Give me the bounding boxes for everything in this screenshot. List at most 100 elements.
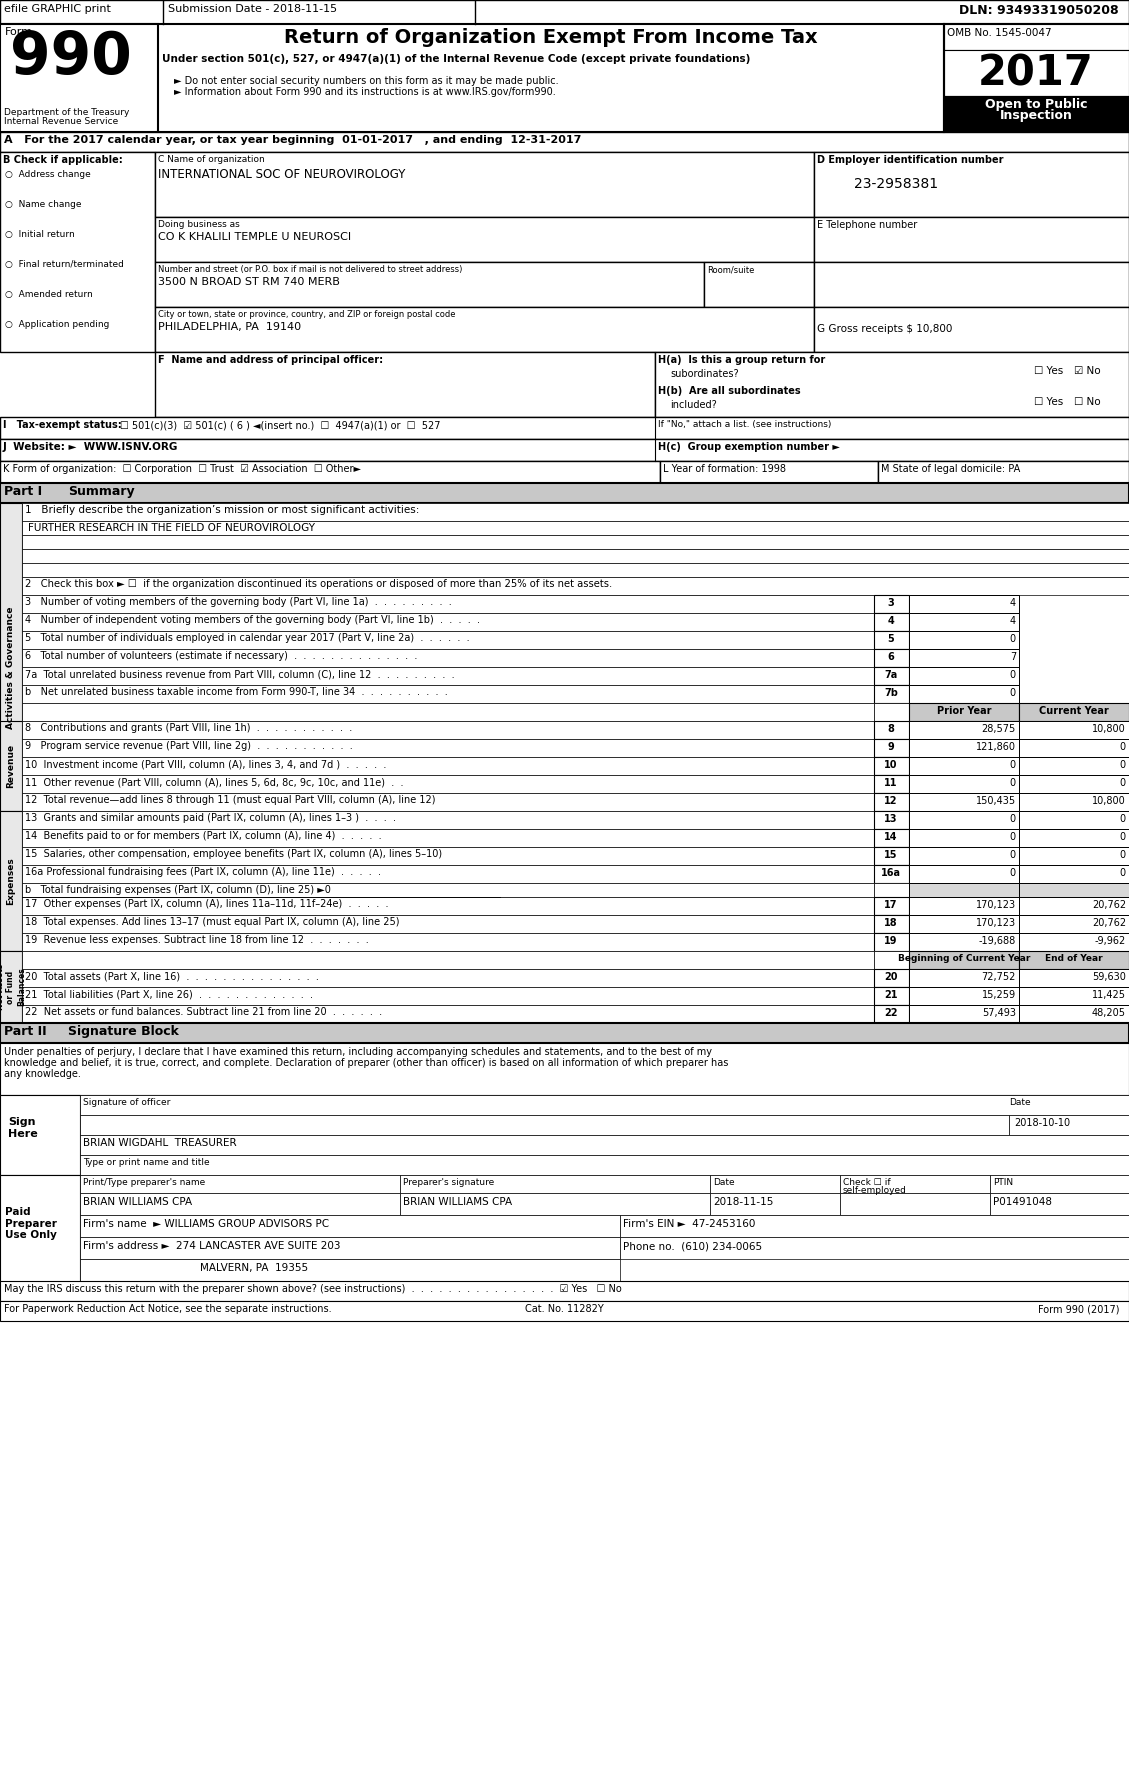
Bar — [874, 650, 909, 668]
Bar — [909, 739, 1019, 757]
Text: ○  Name change: ○ Name change — [5, 200, 81, 209]
Bar — [874, 775, 909, 793]
Bar — [909, 793, 1019, 810]
Text: 7a: 7a — [884, 669, 898, 680]
Bar — [21, 848, 874, 866]
Text: Cat. No. 11282Y: Cat. No. 11282Y — [525, 1305, 603, 1314]
Text: ☐ No: ☐ No — [1074, 396, 1101, 407]
Bar — [909, 898, 1019, 916]
Bar — [874, 898, 909, 916]
Bar — [0, 132, 1129, 152]
Text: 57,493: 57,493 — [982, 1009, 1016, 1017]
Bar — [21, 503, 1129, 521]
Text: Part II: Part II — [5, 1025, 46, 1039]
Text: OMB No. 1545-0047: OMB No. 1545-0047 — [947, 29, 1051, 37]
Text: 0: 0 — [1009, 868, 1016, 878]
Text: 11,425: 11,425 — [1092, 991, 1126, 1000]
Text: Room/suite: Room/suite — [707, 264, 754, 275]
Text: 5   Total number of individuals employed in calendar year 2017 (Part V, line 2a): 5 Total number of individuals employed i… — [25, 634, 470, 643]
Bar — [1019, 775, 1129, 793]
Text: End of Year: End of Year — [1045, 953, 1103, 962]
Bar — [909, 866, 1019, 884]
Text: 20,762: 20,762 — [1092, 900, 1126, 910]
Bar — [909, 757, 1019, 775]
Text: C Name of organization: C Name of organization — [158, 155, 264, 164]
Text: 13  Grants and similar amounts paid (Part IX, column (A), lines 1–3 )  .  .  .  : 13 Grants and similar amounts paid (Part… — [25, 812, 396, 823]
Bar — [21, 969, 874, 987]
Text: BRIAN WILLIAMS CPA: BRIAN WILLIAMS CPA — [84, 1198, 192, 1207]
Text: ○  Final return/terminated: ○ Final return/terminated — [5, 261, 124, 270]
Bar — [21, 577, 1129, 594]
Bar — [21, 1005, 874, 1023]
Bar — [0, 23, 158, 132]
Text: 4: 4 — [1009, 598, 1016, 609]
Text: INTERNATIONAL SOC OF NEUROVIROLOGY: INTERNATIONAL SOC OF NEUROVIROLOGY — [158, 168, 405, 180]
Text: 10  Investment income (Part VIII, column (A), lines 3, 4, and 7d )  .  .  .  .  : 10 Investment income (Part VIII, column … — [25, 759, 386, 769]
Bar — [80, 1116, 1009, 1135]
Text: 48,205: 48,205 — [1092, 1009, 1126, 1017]
Text: B Check if applicable:: B Check if applicable: — [3, 155, 123, 164]
Text: 0: 0 — [1009, 814, 1016, 825]
Bar — [0, 810, 21, 951]
Text: Inspection: Inspection — [999, 109, 1073, 121]
Bar — [874, 866, 909, 884]
Bar — [80, 1237, 620, 1258]
Bar — [874, 594, 909, 612]
Text: 11  Other revenue (Part VIII, column (A), lines 5, 6d, 8c, 9c, 10c, and 11e)  . : 11 Other revenue (Part VIII, column (A),… — [25, 776, 403, 787]
Text: If "No," attach a list. (see instructions): If "No," attach a list. (see instruction… — [658, 419, 831, 428]
Bar — [1019, 848, 1129, 866]
Bar — [874, 668, 909, 685]
Bar — [944, 50, 1129, 96]
Bar — [1009, 1116, 1129, 1135]
Text: Sign
Here: Sign Here — [8, 1117, 37, 1139]
Bar — [990, 1192, 1129, 1216]
Bar — [909, 612, 1019, 632]
Text: b   Net unrelated business taxable income from Form 990-T, line 34  .  .  .  .  : b Net unrelated business taxable income … — [25, 687, 448, 696]
Text: knowledge and belief, it is true, correct, and complete. Declaration of preparer: knowledge and belief, it is true, correc… — [5, 1059, 728, 1067]
Text: H(c)  Group exemption number ►: H(c) Group exemption number ► — [658, 443, 840, 452]
Bar — [400, 1192, 710, 1216]
Text: 0: 0 — [1009, 669, 1016, 680]
Bar — [0, 503, 21, 834]
Bar — [155, 152, 814, 218]
Text: 14: 14 — [884, 832, 898, 843]
Bar — [1019, 898, 1129, 916]
Bar — [814, 262, 1129, 307]
Text: Signature Block: Signature Block — [68, 1025, 178, 1039]
Text: 4: 4 — [887, 616, 894, 627]
Text: Firm's name  ► WILLIAMS GROUP ADVISORS PC: Firm's name ► WILLIAMS GROUP ADVISORS PC — [84, 1219, 330, 1230]
Text: 18: 18 — [884, 917, 898, 928]
Text: Check ☐ if: Check ☐ if — [843, 1178, 891, 1187]
Text: 170,123: 170,123 — [975, 917, 1016, 928]
Bar — [21, 612, 874, 632]
Bar — [80, 1155, 1129, 1175]
Text: MALVERN, PA  19355: MALVERN, PA 19355 — [200, 1264, 308, 1273]
Text: Type or print name and title: Type or print name and title — [84, 1158, 210, 1167]
Text: 3   Number of voting members of the governing body (Part VI, line 1a)  .  .  .  : 3 Number of voting members of the govern… — [25, 596, 452, 607]
Bar — [874, 916, 909, 934]
Bar — [874, 721, 909, 739]
Text: 0: 0 — [1120, 743, 1126, 751]
Bar — [80, 1135, 1129, 1155]
Bar — [1019, 757, 1129, 775]
Bar — [21, 810, 874, 828]
Text: Beginning of Current Year: Beginning of Current Year — [898, 953, 1030, 962]
Bar — [909, 594, 1019, 612]
Text: 20  Total assets (Part X, line 16)  .  .  .  .  .  .  .  .  .  .  .  .  .  .  .: 20 Total assets (Part X, line 16) . . . … — [25, 971, 318, 982]
Text: 14  Benefits paid to or for members (Part IX, column (A), line 4)  .  .  .  .  .: 14 Benefits paid to or for members (Part… — [25, 832, 382, 841]
Bar — [840, 1175, 990, 1192]
Text: 13: 13 — [884, 814, 898, 825]
Text: H(b)  Are all subordinates: H(b) Are all subordinates — [658, 386, 800, 396]
Text: 16a: 16a — [881, 868, 901, 878]
Bar — [909, 775, 1019, 793]
Bar — [21, 775, 874, 793]
Text: 2018-10-10: 2018-10-10 — [1014, 1117, 1070, 1128]
Text: For Paperwork Reduction Act Notice, see the separate instructions.: For Paperwork Reduction Act Notice, see … — [5, 1305, 332, 1314]
Text: 59,630: 59,630 — [1092, 973, 1126, 982]
Text: Firm's EIN ►  47-2453160: Firm's EIN ► 47-2453160 — [623, 1219, 755, 1230]
Bar — [909, 951, 1019, 969]
Text: 9: 9 — [887, 743, 894, 751]
Text: BRIAN WILLIAMS CPA: BRIAN WILLIAMS CPA — [403, 1198, 513, 1207]
Text: ☐ 501(c)(3)  ☑ 501(c) ( 6 ) ◄(insert no.)  ☐  4947(a)(1) or  ☐  527: ☐ 501(c)(3) ☑ 501(c) ( 6 ) ◄(insert no.)… — [120, 419, 440, 430]
Text: ○  Address change: ○ Address change — [5, 170, 90, 178]
